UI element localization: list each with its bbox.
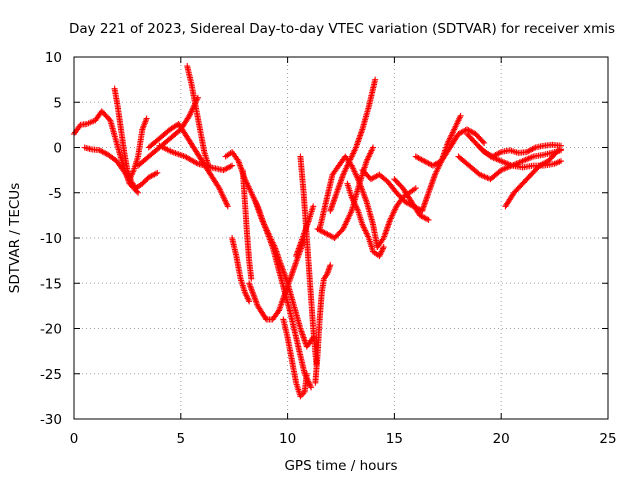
data-series xyxy=(327,76,379,214)
x-tick-label: 5 xyxy=(177,431,186,447)
data-point xyxy=(372,76,379,83)
data-point xyxy=(246,298,253,305)
data-point xyxy=(135,189,142,196)
data-point xyxy=(424,216,431,223)
data-series xyxy=(297,153,320,368)
data-series xyxy=(145,120,231,210)
data-point xyxy=(558,158,565,165)
x-tick-label: 15 xyxy=(386,431,403,447)
data-series xyxy=(293,203,317,260)
data-series xyxy=(156,142,236,174)
data-point xyxy=(248,275,255,282)
data-point xyxy=(380,244,387,251)
data-series xyxy=(359,167,426,214)
data-series xyxy=(239,167,255,282)
x-tick-label: 10 xyxy=(279,431,296,447)
y-tick-label: 5 xyxy=(53,95,62,111)
y-axis-ticks: 10 5 0 -5 -10 -15 -20 -25 -30 xyxy=(40,50,608,428)
data-point xyxy=(558,146,565,153)
data-point xyxy=(224,203,231,210)
x-tick-label: 0 xyxy=(70,431,79,447)
data-series xyxy=(229,235,253,305)
y-axis-label: SDTVAR / TECUs xyxy=(7,183,23,293)
data-point xyxy=(370,144,377,151)
y-tick-label: -5 xyxy=(49,186,62,202)
data-series xyxy=(184,63,212,169)
y-tick-label: -30 xyxy=(40,412,62,428)
data-point xyxy=(412,185,419,192)
data-point xyxy=(154,169,161,176)
x-tick-label: 20 xyxy=(493,431,510,447)
data-point xyxy=(227,163,234,170)
data-point xyxy=(327,262,334,269)
data-point xyxy=(457,112,464,119)
data-series xyxy=(126,115,150,183)
data-series xyxy=(391,176,432,223)
data-series xyxy=(316,153,381,251)
data-point xyxy=(308,384,315,391)
y-tick-label: -15 xyxy=(40,276,62,292)
y-tick-label: -10 xyxy=(40,231,62,247)
x-tick-label: 25 xyxy=(599,431,616,447)
data-points xyxy=(71,63,565,400)
x-axis-ticks: 0 5 10 15 20 25 xyxy=(70,57,617,447)
y-tick-label: -20 xyxy=(40,322,62,338)
data-point xyxy=(193,159,200,166)
y-tick-label: 10 xyxy=(45,50,62,66)
data-point xyxy=(310,203,317,210)
grid xyxy=(74,57,608,419)
data-point xyxy=(530,145,537,152)
data-point xyxy=(152,170,159,177)
data-point xyxy=(303,370,310,377)
chart-title: Day 221 of 2023, Sidereal Day-to-day VTE… xyxy=(69,21,615,37)
data-series xyxy=(280,316,310,400)
x-axis-label: GPS time / hours xyxy=(284,458,397,474)
data-point xyxy=(229,162,236,169)
data-series xyxy=(222,149,315,391)
data-point xyxy=(133,188,140,195)
data-series xyxy=(502,146,565,210)
data-point xyxy=(556,147,563,154)
data-point xyxy=(481,139,488,146)
data-series xyxy=(412,126,488,169)
data-point xyxy=(496,149,503,156)
data-point xyxy=(479,138,486,145)
data-series xyxy=(344,180,387,260)
y-tick-label: 0 xyxy=(53,141,62,157)
data-point xyxy=(194,94,201,101)
data-series xyxy=(312,262,334,386)
data-series xyxy=(252,198,317,350)
data-point xyxy=(143,115,150,122)
data-series xyxy=(419,112,464,214)
data-point xyxy=(425,216,432,223)
y-tick-label: -25 xyxy=(40,367,62,383)
